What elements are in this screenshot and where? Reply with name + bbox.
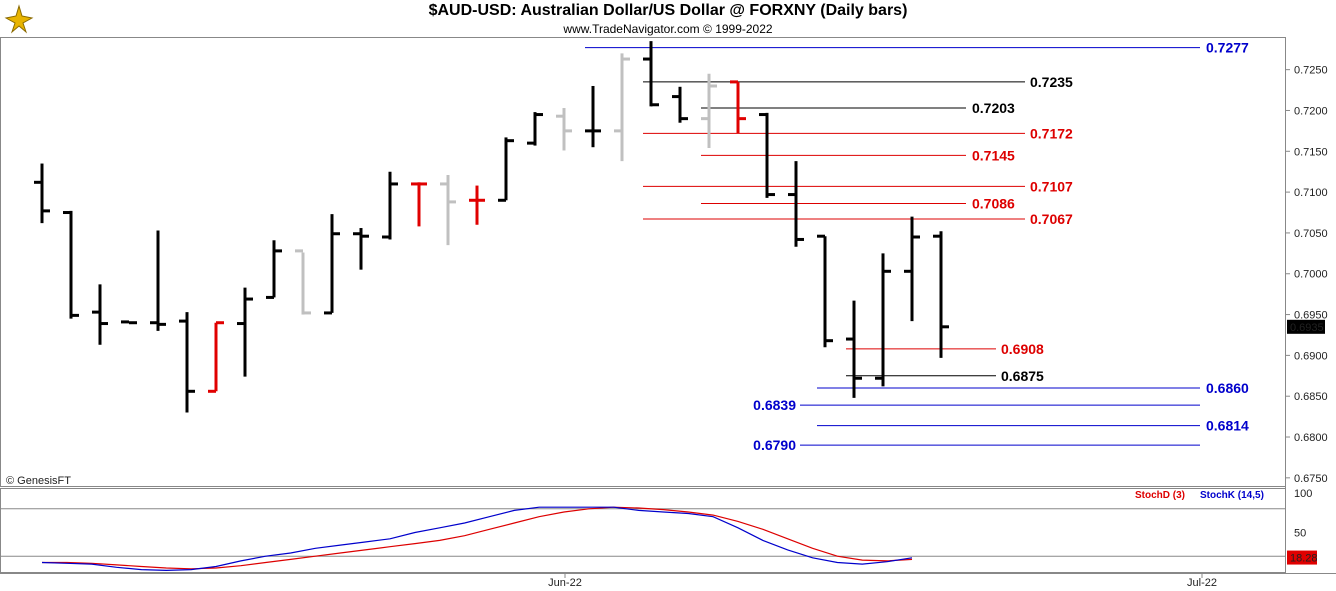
ohlc-bar <box>411 182 427 227</box>
legend-stoch-d: StochD (3) <box>1135 490 1185 501</box>
price-tick-label: 0.7200 <box>1294 105 1328 117</box>
ohlc-bar <box>904 216 920 322</box>
level-label: 0.7145 <box>972 147 1015 163</box>
ohlc-bar <box>701 73 717 149</box>
ohlc-bar <box>643 41 659 107</box>
level-label: 0.6814 <box>1206 418 1249 434</box>
ohlc-bars <box>34 41 949 413</box>
chart-title: $AUD-USD: Australian Dollar/US Dollar @ … <box>428 2 908 19</box>
price-tick-label: 0.7000 <box>1294 269 1328 281</box>
price-tick-label: 0.6800 <box>1294 432 1328 444</box>
ohlc-bar <box>875 253 891 387</box>
level-label: 0.7172 <box>1030 125 1073 141</box>
stoch-last-box <box>1287 550 1317 565</box>
ohlc-bar <box>353 228 369 270</box>
ohlc-bar <box>788 161 804 247</box>
last-price-box <box>1287 319 1325 334</box>
stochastic-panel: 100 50 StochD (3) StochK (14,5) 18.28 <box>0 488 1318 572</box>
price-tick-label: 0.6750 <box>1294 473 1328 485</box>
level-label: 0.6839 <box>753 397 796 413</box>
ohlc-bar <box>382 171 398 240</box>
stoch-series-line <box>42 506 913 570</box>
level-label: 0.7086 <box>972 196 1015 212</box>
ohlc-bar <box>614 53 630 162</box>
stoch-last-label: 18.28 <box>1290 553 1318 565</box>
stoch-panel-frame <box>0 488 1286 573</box>
ohlc-bar <box>527 112 543 146</box>
price-panel-frame <box>0 37 1286 487</box>
ohlc-bar <box>295 249 311 315</box>
price-tick-label: 0.7100 <box>1294 187 1328 199</box>
price-tick-label: 0.6950 <box>1294 310 1328 322</box>
ohlc-bar <box>440 174 456 246</box>
legend-stoch-k: StochK (14,5) <box>1200 490 1264 501</box>
level-label: 0.7203 <box>972 100 1015 116</box>
ohlc-bar <box>759 112 775 198</box>
ohlc-bar <box>266 240 282 299</box>
stoch-tick-label: 100 <box>1294 488 1312 500</box>
ohlc-bar <box>585 85 601 148</box>
ohlc-bar <box>237 287 253 377</box>
ohlc-bar <box>817 234 833 348</box>
ohlc-bar <box>846 300 862 398</box>
level-lines: 0.7277 0.7235 0.7203 0.7172 0.7145 0.7107 0.70… <box>585 40 1249 453</box>
last-price-label: 0.6935 <box>1290 322 1324 334</box>
ohlc-bar <box>34 163 50 224</box>
time-tick-label: Jul-22 <box>1187 577 1217 589</box>
ohlc-bar <box>730 80 746 134</box>
level-label: 0.7277 <box>1206 40 1249 56</box>
level-label: 0.7235 <box>1030 74 1073 90</box>
stoch-series-line <box>41 506 913 572</box>
time-tick-label: Jun-22 <box>548 577 582 589</box>
level-label: 0.7067 <box>1030 211 1073 227</box>
copyright-label: © GenesisFT <box>6 475 71 487</box>
level-label: 0.7107 <box>1030 178 1073 194</box>
ohlc-bar <box>324 214 340 315</box>
price-tick-label: 0.6900 <box>1294 350 1328 362</box>
ohlc-bar <box>469 185 485 225</box>
ohlc-bar <box>208 321 224 393</box>
ohlc-bar <box>92 284 108 345</box>
ohlc-bar <box>179 312 195 413</box>
chart-subtitle: www.TradeNavigator.com © 1999-2022 <box>563 22 773 36</box>
genesis-logo-icon <box>4 4 34 34</box>
level-label: 0.6908 <box>1001 341 1044 357</box>
level-label: 0.6790 <box>753 437 796 453</box>
price-y-axis: 0.7250 0.7200 0.7150 0.7100 0.7050 0.7000 0.69… <box>1285 65 1328 485</box>
price-tick-label: 0.7050 <box>1294 228 1328 240</box>
ohlc-bar <box>672 86 688 123</box>
price-tick-label: 0.7250 <box>1294 65 1328 77</box>
price-tick-label: 0.7150 <box>1294 146 1328 158</box>
time-x-axis: Jun-22 Jul-22 <box>548 573 1217 589</box>
ohlc-bar <box>556 108 572 151</box>
last-price-marker: 0.6935 <box>1287 319 1325 334</box>
ohlc-bar <box>933 231 949 358</box>
level-label: 0.6860 <box>1206 380 1249 396</box>
level-label: 0.6875 <box>1001 368 1044 384</box>
ohlc-bar <box>498 137 514 202</box>
ohlc-bar <box>63 210 79 319</box>
stoch-tick-label: 50 <box>1294 528 1306 540</box>
price-tick-label: 0.6850 <box>1294 391 1328 403</box>
ohlc-bar <box>150 230 166 331</box>
ohlc-bar <box>121 320 137 325</box>
